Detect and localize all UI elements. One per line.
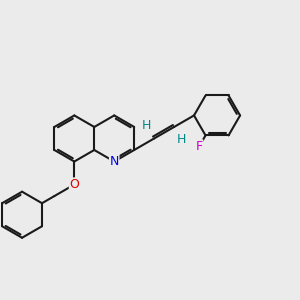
Text: H: H <box>142 119 151 132</box>
Text: H: H <box>177 134 186 146</box>
Text: O: O <box>69 178 79 191</box>
Text: F: F <box>196 140 203 153</box>
Text: N: N <box>110 155 119 168</box>
